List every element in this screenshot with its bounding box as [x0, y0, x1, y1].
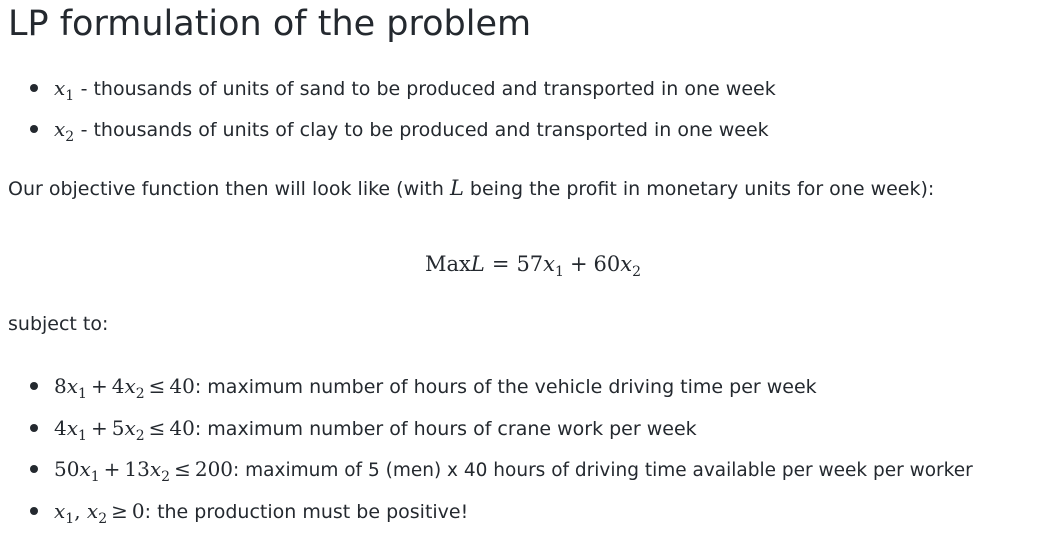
bullet-dot: [30, 125, 38, 133]
subject-to-label: subject to:: [8, 313, 109, 335]
bullet-dot: [30, 465, 38, 473]
constraint-description: : maximum number of hours of the vehicle…: [194, 376, 817, 398]
objective-intro-after: being the profit in monetary units for o…: [463, 178, 935, 200]
nonnegativity-expression: x1, x2 ≥0: [54, 499, 145, 527]
bullet-dot: [30, 507, 38, 515]
objective-symbol: L: [470, 252, 485, 276]
plus-sign: +: [569, 252, 588, 276]
objective-intro: Our objective function then will look li…: [8, 174, 934, 203]
objective-intro-before: Our objective function then will look li…: [8, 178, 450, 200]
constraint-expression: 8x1 +4x2 ≤40: [54, 374, 195, 402]
variable-symbol: x: [54, 117, 66, 141]
variable-symbol: x: [620, 252, 633, 276]
profit-symbol: L: [449, 176, 464, 200]
variable-index: 1: [555, 264, 564, 280]
variable-symbol: x: [54, 76, 66, 100]
bullet-dot: [30, 84, 38, 92]
max-word: Max: [425, 252, 471, 276]
bullet-dot: [30, 424, 38, 432]
variable-description: - thousands of units of clay to be produ…: [80, 119, 769, 141]
coefficient: 57: [516, 252, 544, 276]
constraint-description: : maximum of 5 (men) x 40 hours of drivi…: [233, 460, 973, 481]
equals-sign: =: [491, 252, 510, 276]
variable-index: 1: [65, 88, 75, 104]
variable-index: 2: [65, 129, 75, 145]
coefficient: 60: [593, 252, 621, 276]
objective-equation: MaxL = 57x1 +60x2: [425, 248, 641, 283]
constraint-description: : maximum number of hours of crane work …: [194, 418, 697, 440]
constraint-expression: 4x1 +5x2 ≤40: [54, 416, 195, 444]
bullet-dot: [30, 382, 38, 390]
variable-description: - thousands of units of sand to be produ…: [80, 78, 776, 100]
page-title: LP formulation of the problem: [8, 4, 532, 44]
nonnegativity-description: : the production must be positive!: [144, 501, 469, 523]
variable-index: 2: [632, 264, 642, 280]
variable-symbol: x: [543, 252, 556, 276]
constraint-expression: 50x1 +13x2 ≤200: [54, 457, 234, 485]
